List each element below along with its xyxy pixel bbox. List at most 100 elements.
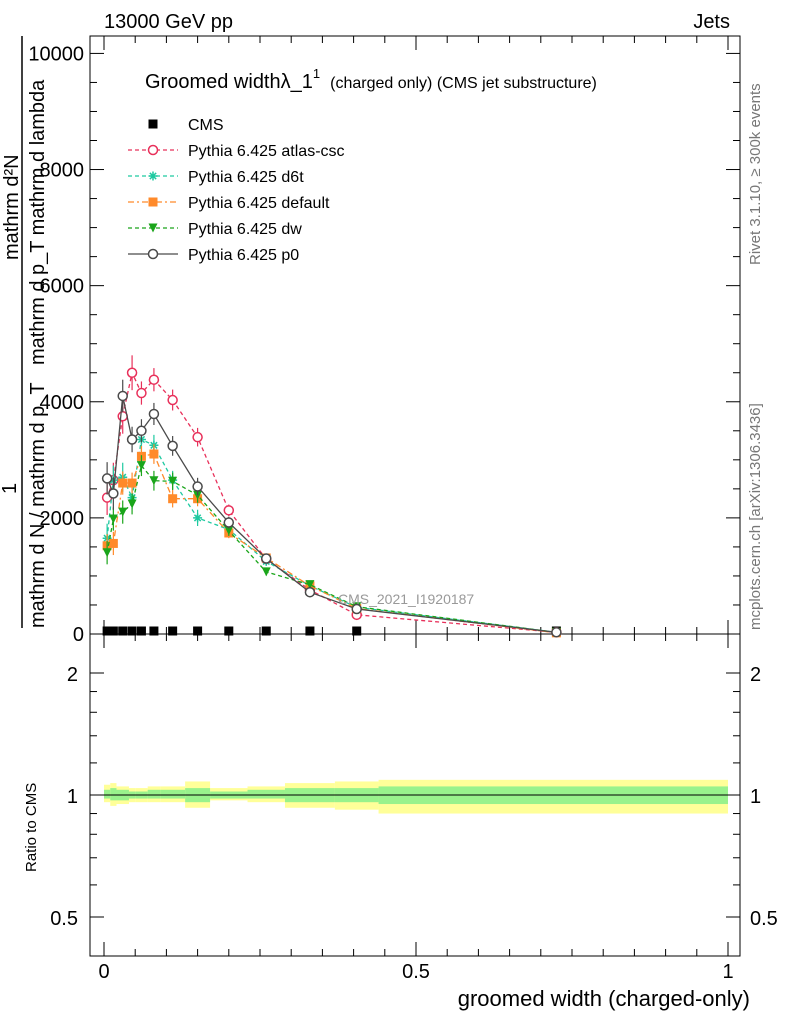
data-point	[126, 434, 138, 445]
ratio-band-inner	[147, 789, 161, 799]
legend-label: Pythia 6.425 default	[188, 195, 330, 212]
data-point	[127, 478, 137, 488]
data-point	[167, 440, 178, 452]
main-y-tick-label: 6000	[40, 276, 85, 298]
legend-marker	[148, 223, 158, 233]
data-point	[261, 626, 271, 636]
ratio-band-inner	[110, 788, 117, 801]
data-point	[223, 517, 235, 528]
ratio-y-tick-label-right: 2	[750, 664, 761, 686]
main-y-tick-label: 0	[73, 624, 84, 646]
x-axis-label: groomed width (charged-only)	[458, 986, 750, 1011]
rivet-label: Rivet 3.1.10, ≥ 300k events	[747, 83, 764, 265]
ratio-band-inner	[104, 789, 111, 799]
ratio-bands	[104, 779, 728, 814]
data-point	[117, 390, 128, 402]
ratio-y-axis-label: Ratio to CMS	[23, 783, 40, 872]
data-point	[136, 626, 146, 636]
data-point	[192, 431, 203, 443]
ylabel-mid: mathrm d p_T mathrm d lambda	[27, 79, 49, 365]
legend-marker	[147, 248, 159, 260]
ratio-y-tick-label-right: 0.5	[750, 908, 778, 930]
data-point	[352, 626, 362, 636]
ratio-y-tick-label-right: 1	[750, 786, 761, 808]
legend-label: Pythia 6.425 dw	[188, 221, 302, 238]
ratio-y-tick-label: 2	[67, 664, 78, 686]
legend-item: Pythia 6.425 p0	[128, 247, 299, 264]
legend-item: Pythia 6.425 d6t	[128, 169, 304, 186]
data-point	[127, 626, 137, 636]
legend: CMS Pythia 6.425 atlas-csc Pythia 6.425 d6…	[128, 117, 345, 264]
data-point	[224, 526, 234, 536]
data-point	[149, 449, 159, 459]
data-point	[260, 553, 272, 564]
plot-title-sup: 1	[313, 66, 320, 81]
x-tick-label: 0	[98, 961, 109, 983]
data-point	[102, 626, 112, 636]
ylabel-top: mathrm d²N	[1, 154, 23, 260]
series-5	[101, 379, 562, 638]
data-point	[136, 461, 146, 471]
main-y-axis-label: mathrm d²N mathrm d p_T mathrm d lambda …	[0, 36, 49, 628]
data-point	[118, 626, 128, 636]
series-layer	[101, 355, 562, 638]
legend-marker	[148, 171, 158, 181]
data-point	[118, 478, 128, 488]
series-0	[102, 626, 561, 636]
watermark: CMS_2021_I1920187	[338, 591, 474, 607]
legend-item: Pythia 6.425 dw	[128, 221, 302, 238]
data-point	[167, 394, 178, 406]
data-point	[102, 548, 112, 558]
series-2	[102, 427, 561, 637]
ratio-y-tick-label: 1	[67, 786, 78, 808]
header-right: Jets	[693, 11, 730, 33]
data-point	[168, 626, 178, 636]
data-point	[101, 473, 113, 484]
plot-title-main: Groomed widthλ_1	[145, 71, 313, 93]
data-point	[149, 626, 159, 636]
data-point	[136, 425, 147, 437]
data-point	[126, 367, 138, 378]
plot-title-sub: (charged only) (CMS jet substructure)	[330, 75, 597, 92]
data-point	[108, 626, 118, 636]
legend-item: CMS	[148, 117, 224, 134]
data-point	[551, 627, 562, 638]
data-point	[136, 387, 147, 399]
header-left: 13000 GeV pp	[104, 11, 233, 33]
data-point	[192, 481, 203, 492]
ratio-axis-ticks: 0.5 0.5 1 1 2 2 0 0.5 1	[50, 634, 778, 983]
data-point	[224, 626, 234, 636]
main-y-tick-label: 2000	[40, 508, 85, 530]
data-point	[127, 499, 137, 509]
legend-marker	[147, 144, 159, 156]
data-point	[305, 580, 315, 590]
series-4	[102, 455, 561, 637]
main-y-tick-label: 10000	[28, 43, 84, 65]
legend-label: Pythia 6.425 d6t	[188, 169, 304, 186]
data-point	[118, 507, 128, 517]
main-axis-ticks: 0 2000 4000 6000 8000 10000	[28, 36, 740, 646]
data-point	[168, 476, 178, 486]
data-point	[193, 626, 203, 636]
data-point	[193, 513, 203, 523]
legend-label: Pythia 6.425 p0	[188, 247, 299, 264]
data-point	[149, 476, 159, 486]
data-point	[261, 567, 271, 577]
data-point	[148, 374, 160, 385]
data-point	[108, 514, 118, 524]
ylabel-bottom: mathrm d N / mathrm d p_T	[27, 382, 49, 628]
data-point	[108, 538, 118, 548]
legend-item: Pythia 6.425 atlas-csc	[128, 143, 345, 160]
x-tick-label: 0.5	[402, 961, 430, 983]
data-point	[168, 494, 178, 504]
legend-marker	[148, 119, 158, 129]
main-y-tick-label: 4000	[40, 392, 85, 414]
legend-label: CMS	[188, 117, 224, 134]
series-line	[106, 464, 557, 633]
ylabel-frac-num: 1	[0, 483, 21, 494]
data-point	[108, 488, 119, 499]
x-tick-label: 1	[722, 961, 733, 983]
legend-label: Pythia 6.425 atlas-csc	[188, 143, 345, 160]
data-point	[351, 603, 362, 615]
